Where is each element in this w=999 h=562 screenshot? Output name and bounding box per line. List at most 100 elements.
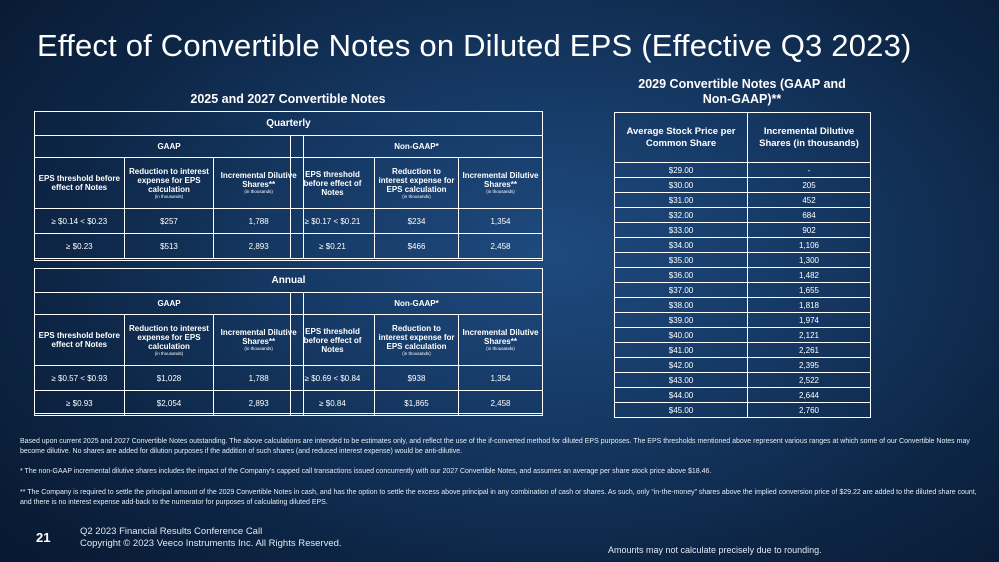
- shares-cell: 2,760: [747, 402, 871, 418]
- shares-cell: 902: [747, 222, 871, 238]
- table-row: $45.00 2,760: [614, 402, 871, 418]
- col-eps-threshold: EPS threshold before effect of Notes: [34, 314, 125, 366]
- shares-cell: 2,121: [747, 327, 871, 343]
- shares-cell: 452: [747, 192, 871, 208]
- price-cell: $31.00: [614, 192, 748, 208]
- note-nongaap: * The non-GAAP incremental dilutive shar…: [20, 468, 712, 475]
- threshold-cell: ≥ $0.17 < $0.21: [290, 208, 375, 234]
- reduction-cell: $234: [374, 208, 459, 234]
- table-row: $30.00 205: [614, 177, 871, 193]
- col-reduction: Reduction to interest expense for EPS ca…: [123, 157, 215, 209]
- shares-cell: 2,893: [213, 390, 304, 416]
- shares-cell: 2,458: [458, 233, 543, 259]
- table-row: $38.00 1,818: [614, 297, 871, 313]
- table-row: $37.00 1,655: [614, 282, 871, 298]
- quarterly-gaap-table: GAAP EPS threshold before effect of Note…: [34, 135, 304, 259]
- quarterly-nongaap-label: Non-GAAP*: [290, 135, 543, 158]
- price-cell: $42.00: [614, 357, 748, 373]
- table-row: $41.00 2,261: [614, 342, 871, 358]
- annual-nongaap-table: Non-GAAP* EPS threshold before effect of…: [290, 292, 543, 416]
- price-cell: $39.00: [614, 312, 748, 328]
- shares-cell: 1,974: [747, 312, 871, 328]
- threshold-cell: ≥ $0.84: [290, 390, 375, 416]
- left-section-title: 2025 and 2027 Convertible Notes: [190, 92, 386, 106]
- col-reduction: Reduction to interest expense for EPS ca…: [123, 314, 215, 366]
- reduction-cell: $257: [123, 208, 215, 234]
- col-dilutive-shares: Incremental Dilutive Shares** (in thousan…: [213, 157, 304, 209]
- table-row: $33.00 902: [614, 222, 871, 238]
- table-row: $36.00 1,482: [614, 267, 871, 283]
- reduction-cell: $2,054: [123, 390, 215, 416]
- shares-cell: 2,893: [213, 233, 304, 259]
- threshold-cell: ≥ $0.93: [34, 390, 125, 416]
- price-cell: $33.00: [614, 222, 748, 238]
- rounding-note: Amounts may not calculate precisely due …: [608, 545, 822, 555]
- quarterly-box: Quarterly GAAP EPS threshold before effe…: [34, 111, 543, 261]
- table-row: $35.00 1,300: [614, 252, 871, 268]
- shares-cell: 2,522: [747, 372, 871, 388]
- table-row: ≥ $0.21 $466 2,458: [290, 233, 543, 259]
- table-row: ≥ $0.17 < $0.21 $234 1,354: [290, 208, 543, 234]
- page-title: Effect of Convertible Notes on Diluted E…: [37, 28, 912, 63]
- shares-cell: 2,644: [747, 387, 871, 403]
- table-row: $40.00 2,121: [614, 327, 871, 343]
- shares-cell: 1,818: [747, 297, 871, 313]
- annual-nongaap-label: Non-GAAP*: [290, 292, 543, 315]
- note-2029: ** The Company is required to settle the…: [20, 489, 977, 506]
- col-eps-threshold: EPS threshold before effect of Notes: [290, 157, 375, 209]
- price-cell: $32.00: [614, 207, 748, 223]
- threshold-cell: ≥ $0.21: [290, 233, 375, 259]
- col-dilutive-shares: Incremental Dilutive Shares (in thousand…: [747, 112, 871, 163]
- shares-cell: -: [747, 162, 871, 178]
- reduction-cell: $513: [123, 233, 215, 259]
- shares-cell: 1,354: [458, 365, 543, 391]
- shares-cell: 1,354: [458, 208, 543, 234]
- price-cell: $45.00: [614, 402, 748, 418]
- table-row: ≥ $0.57 < $0.93 $1,028 1,788: [34, 365, 304, 391]
- col-dilutive-shares: Incremental Dilutive Shares** (in thousan…: [213, 314, 304, 366]
- threshold-cell: ≥ $0.57 < $0.93: [34, 365, 125, 391]
- shares-cell: 1,300: [747, 252, 871, 268]
- threshold-cell: ≥ $0.69 < $0.84: [290, 365, 375, 391]
- price-cell: $41.00: [614, 342, 748, 358]
- table-row: $34.00 1,106: [614, 237, 871, 253]
- price-cell: $44.00: [614, 387, 748, 403]
- annual-gaap-label: GAAP: [34, 292, 304, 315]
- reduction-cell: $466: [374, 233, 459, 259]
- col-dilutive-shares: Incremental Dilutive Shares** (in thousan…: [458, 157, 543, 209]
- quarterly-nongaap-table: Non-GAAP* EPS threshold before effect of…: [290, 135, 543, 259]
- shares-cell: 1,655: [747, 282, 871, 298]
- price-cell: $37.00: [614, 282, 748, 298]
- table-row: $32.00 684: [614, 207, 871, 223]
- table-row: ≥ $0.93 $2,054 2,893: [34, 390, 304, 416]
- shares-cell: 2,395: [747, 357, 871, 373]
- shares-cell: 1,106: [747, 237, 871, 253]
- price-table: Average Stock Price per Common Share Inc…: [614, 112, 871, 418]
- table-row: ≥ $0.23 $513 2,893: [34, 233, 304, 259]
- reduction-cell: $938: [374, 365, 459, 391]
- price-cell: $30.00: [614, 177, 748, 193]
- shares-cell: 1,482: [747, 267, 871, 283]
- shares-cell: 684: [747, 207, 871, 223]
- col-reduction: Reduction to interest expense for EPS ca…: [374, 157, 459, 209]
- col-dilutive-shares: Incremental Dilutive Shares** (in thousan…: [458, 314, 543, 366]
- price-cell: $38.00: [614, 297, 748, 313]
- shares-cell: 205: [747, 177, 871, 193]
- footer-info: Q2 2023 Financial Results Conference Cal…: [80, 526, 342, 549]
- price-cell: $34.00: [614, 237, 748, 253]
- table-row: $31.00 452: [614, 192, 871, 208]
- reduction-cell: $1,028: [123, 365, 215, 391]
- col-eps-threshold: EPS threshold before effect of Notes: [34, 157, 125, 209]
- right-section-title: 2029 Convertible Notes (GAAP and Non-GAA…: [638, 77, 846, 106]
- table-row: ≥ $0.84 $1,865 2,458: [290, 390, 543, 416]
- table-row: $43.00 2,522: [614, 372, 871, 388]
- note-main: Based upon current 2025 and 2027 Convert…: [20, 438, 970, 455]
- price-cell: $40.00: [614, 327, 748, 343]
- reduction-cell: $1,865: [374, 390, 459, 416]
- threshold-cell: ≥ $0.14 < $0.23: [34, 208, 125, 234]
- table-row: ≥ $0.69 < $0.84 $938 1,354: [290, 365, 543, 391]
- price-cell: $35.00: [614, 252, 748, 268]
- price-cell: $36.00: [614, 267, 748, 283]
- quarterly-gaap-label: GAAP: [34, 135, 304, 158]
- col-stock-price: Average Stock Price per Common Share: [614, 112, 748, 163]
